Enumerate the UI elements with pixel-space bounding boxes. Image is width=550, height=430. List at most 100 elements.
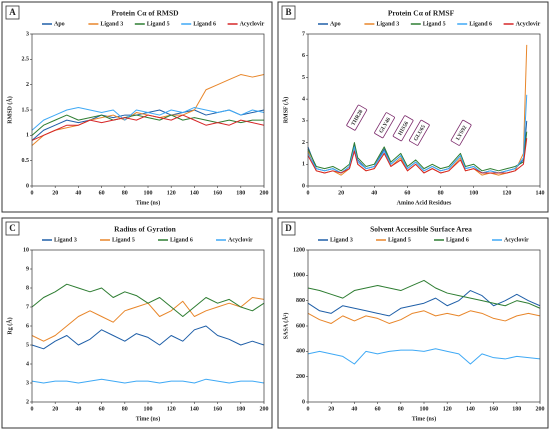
panel-label-box (5, 5, 20, 20)
annotation-box (392, 115, 414, 142)
x-tick-label: 80 (122, 190, 128, 196)
x-tick-label: 120 (502, 190, 511, 196)
y-tick-label: 5 (26, 342, 29, 348)
panel-label: D (285, 223, 292, 233)
y-tick-label: 3 (26, 380, 29, 386)
y-tick-label: 2 (302, 140, 305, 146)
x-axis-label: Amino Acid Residues (397, 200, 452, 206)
legend-label: Ligand 3 (330, 237, 353, 243)
series-line (31, 378, 265, 384)
x-tick-label: 100 (420, 406, 429, 412)
panel: B Protein Cα of RMSF Apo Ligand 3 Ligand 5 Li… (277, 1, 549, 213)
legend-label: Ligand 3 (100, 21, 123, 27)
x-axis-label: Time (ns) (412, 415, 436, 422)
x-axis-label: Time (ns) (136, 415, 160, 422)
y-tick-label: 10 (23, 247, 29, 253)
x-tick-label: 120 (443, 406, 452, 412)
panel-label-box (281, 5, 296, 20)
y-tick-label: 400 (296, 349, 305, 355)
legend-label: Ligand 5 (388, 237, 411, 243)
x-tick-label: 140 (466, 406, 475, 412)
y-tick-label: 2.5 (22, 57, 30, 63)
panel: C Radius of Gyration Ligand 3 Ligand 5 Ligan… (1, 217, 273, 429)
plot-frame (307, 33, 541, 187)
y-tick-label: 4 (302, 97, 305, 103)
panel-label: C (9, 223, 16, 233)
y-tick-label: 0 (302, 399, 305, 405)
annotation-box (346, 104, 368, 131)
y-tick-label: 4 (26, 361, 29, 367)
y-tick-label: 3 (26, 31, 29, 37)
x-tick-label: 80 (438, 190, 444, 196)
legend-label: Apo (54, 21, 65, 27)
y-tick-label: 0.5 (22, 158, 30, 164)
legend-label: Ligand 6 (193, 21, 216, 27)
x-tick-label: 120 (167, 406, 176, 412)
series-line (307, 279, 541, 309)
legend-label: Acyclovir (516, 21, 541, 27)
y-tick-label: 9 (26, 266, 29, 272)
panel: D Solvent Accessible Surface Area Ligand 3… (277, 217, 549, 429)
y-tick-label: 1 (26, 133, 29, 139)
x-tick-label: 60 (99, 190, 105, 196)
x-tick-label: 160 (489, 406, 498, 412)
y-tick-label: 6 (302, 53, 305, 59)
legend-label: Ligand 5 (423, 21, 446, 27)
y-tick-label: 6 (26, 323, 29, 329)
series-line (307, 290, 541, 317)
x-tick-label: 120 (167, 190, 176, 196)
x-tick-label: 140 (536, 190, 545, 196)
x-tick-label: 160 (213, 406, 222, 412)
series-line (307, 348, 541, 365)
legend-label: Ligand 6 (170, 237, 193, 243)
x-axis-label: Time (ns) (136, 199, 160, 206)
y-axis-label: SASA (Å²) (281, 313, 289, 340)
y-tick-label: 1000 (293, 273, 305, 279)
y-tick-label: 2 (26, 82, 29, 88)
x-tick-label: 140 (190, 406, 199, 412)
y-tick-label: 800 (296, 298, 305, 304)
x-tick-label: 80 (122, 406, 128, 412)
series-line (31, 114, 264, 136)
legend-label: Acyclovir (228, 237, 253, 243)
legend-label: Ligand 5 (112, 237, 135, 243)
series-line (307, 138, 528, 174)
legend-label: Ligand 6 (446, 237, 469, 243)
x-tick-label: 40 (75, 190, 81, 196)
x-tick-label: 60 (375, 406, 381, 412)
annotation-box (408, 119, 430, 146)
x-tick-label: 40 (351, 406, 357, 412)
y-axis-label: RMSD (Å) (5, 96, 13, 124)
y-axis-label: Rg (Å) (5, 317, 13, 334)
panel-border (277, 1, 549, 213)
x-tick-label: 0 (31, 190, 34, 196)
x-tick-label: 0 (307, 190, 310, 196)
series-line (307, 131, 528, 172)
annotation-box (450, 119, 472, 146)
series-line (307, 310, 541, 324)
x-tick-label: 60 (99, 406, 105, 412)
x-tick-label: 20 (52, 190, 58, 196)
x-tick-label: 180 (512, 406, 521, 412)
chart-title: Protein Cα of RMSF (388, 9, 455, 18)
panel: A Protein Cα of RMSD Apo Ligand 3 Ligand 5 Li… (1, 1, 273, 213)
x-tick-label: 0 (307, 406, 310, 412)
y-tick-label: 2 (26, 399, 29, 405)
panel-label-box (5, 221, 20, 236)
x-tick-label: 20 (328, 406, 334, 412)
x-tick-label: 180 (236, 190, 245, 196)
x-tick-label: 40 (371, 190, 377, 196)
plot-frame (307, 249, 541, 403)
panel-border (1, 1, 273, 213)
x-tick-label: 60 (404, 190, 410, 196)
chart-title: Protein Cα of RMSD (111, 9, 179, 18)
panel-label: A (9, 7, 16, 17)
y-tick-label: 0 (26, 183, 29, 189)
y-tick-label: 0 (302, 183, 305, 189)
y-tick-label: 200 (296, 374, 305, 380)
x-tick-label: 100 (144, 406, 153, 412)
plot-frame (31, 249, 265, 403)
y-tick-label: 7 (26, 304, 29, 310)
y-tick-label: 5 (302, 75, 305, 81)
